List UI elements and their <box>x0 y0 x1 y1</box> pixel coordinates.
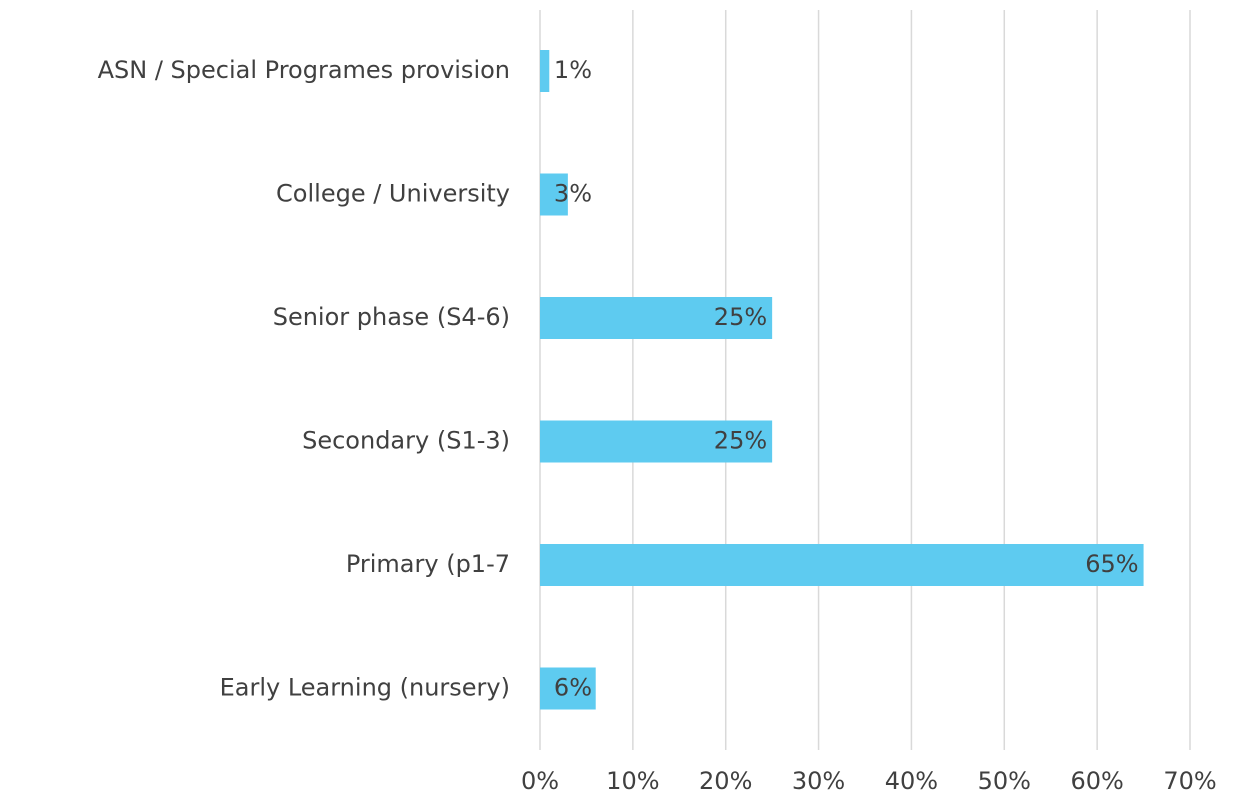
y-tick-label: College / University <box>276 180 510 208</box>
value-label: 25% <box>714 303 767 331</box>
x-tick-label: 70% <box>1163 767 1216 795</box>
bar <box>540 544 1144 586</box>
value-label: 6% <box>554 674 592 702</box>
y-tick-label: Early Learning (nursery) <box>220 674 510 702</box>
x-tick-label: 20% <box>699 767 752 795</box>
y-tick-label: Primary (p1-7 <box>346 550 510 578</box>
x-tick-label: 30% <box>792 767 845 795</box>
bar <box>540 420 773 463</box>
value-label: 3% <box>554 180 592 208</box>
x-tick-label: 10% <box>606 767 659 795</box>
y-tick-label: ASN / Special Programes provision <box>98 56 510 84</box>
y-tick-label: Secondary (S1-3) <box>302 427 510 455</box>
value-label: 1% <box>554 56 592 84</box>
x-tick-label: 40% <box>885 767 938 795</box>
bar <box>540 173 568 216</box>
bar <box>540 667 596 710</box>
y-tick-label: Senior phase (S4-6) <box>273 303 510 331</box>
value-label: 65% <box>1085 550 1138 578</box>
x-tick-label: 0% <box>521 767 559 795</box>
x-tick-label: 60% <box>1070 767 1123 795</box>
x-tick-label: 50% <box>978 767 1031 795</box>
bar <box>540 297 773 339</box>
bar <box>540 50 550 92</box>
value-label: 25% <box>714 427 767 455</box>
